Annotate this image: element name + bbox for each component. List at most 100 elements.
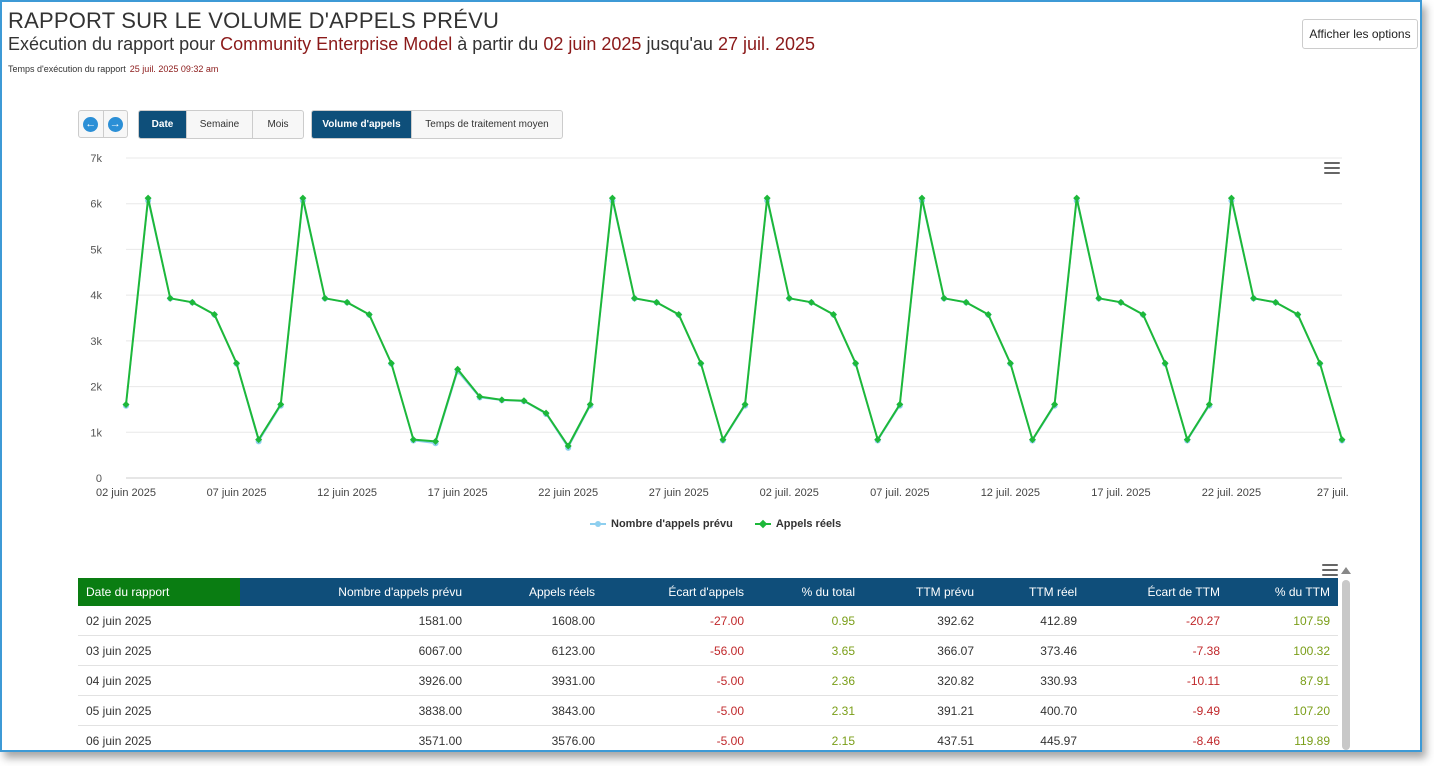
data-point-actual[interactable]: [387, 359, 395, 367]
data-point-actual[interactable]: [210, 311, 218, 319]
cell-percent-total: 2.31: [752, 695, 863, 726]
data-point-actual[interactable]: [1250, 294, 1258, 302]
x-tick-label: 17 juil. 2025: [1091, 487, 1150, 499]
data-point-actual[interactable]: [1073, 194, 1081, 202]
data-point-actual[interactable]: [144, 194, 152, 202]
data-point-actual[interactable]: [940, 294, 948, 302]
next-period-button[interactable]: →: [102, 111, 128, 137]
start-date: 02 juin 2025: [543, 34, 642, 54]
table-row[interactable]: 02 juin 2025 1581.00 1608.00 -27.00 0.95 392.…: [78, 606, 1338, 636]
data-point-actual[interactable]: [255, 436, 263, 444]
cell-call-variance: -56.00: [603, 635, 752, 666]
cell-ttm-forecast: 392.62: [863, 606, 982, 636]
data-point-actual[interactable]: [785, 294, 793, 302]
data-point-actual[interactable]: [608, 194, 616, 202]
data-point-actual[interactable]: [1117, 298, 1125, 306]
header-percent-total[interactable]: % du total: [752, 578, 863, 606]
data-point-actual[interactable]: [343, 298, 351, 306]
data-point-actual[interactable]: [409, 436, 417, 444]
data-point-actual[interactable]: [763, 194, 771, 202]
data-point-actual[interactable]: [1205, 400, 1213, 408]
cell-actual-calls: 6123.00: [470, 635, 603, 666]
tab-month[interactable]: Mois: [252, 111, 303, 138]
series-line-forecast[interactable]: [125, 200, 1343, 450]
data-point-actual[interactable]: [1006, 359, 1014, 367]
hamburger-menu-icon[interactable]: [1324, 162, 1340, 174]
data-point-actual[interactable]: [586, 400, 594, 408]
data-point-actual[interactable]: [542, 409, 550, 417]
data-point-actual[interactable]: [1183, 436, 1191, 444]
data-point-actual[interactable]: [874, 436, 882, 444]
legend-item-actual[interactable]: Appels réels: [754, 518, 841, 530]
table-scrollbar[interactable]: [1342, 580, 1350, 750]
data-point-actual[interactable]: [454, 365, 462, 373]
data-point-actual[interactable]: [1139, 311, 1147, 319]
data-point-actual[interactable]: [918, 194, 926, 202]
data-point-actual[interactable]: [520, 397, 528, 405]
data-point-actual[interactable]: [188, 298, 196, 306]
tab-average-handle-time[interactable]: Temps de traitement moyen: [411, 111, 562, 138]
table-row[interactable]: 03 juin 2025 6067.00 6123.00 -56.00 3.65 366.…: [78, 635, 1338, 666]
data-point-actual[interactable]: [697, 359, 705, 367]
header-call-variance[interactable]: Écart d'appels: [603, 578, 752, 606]
header-ttm-forecast[interactable]: TTM prévu: [863, 578, 982, 606]
data-point-actual[interactable]: [1272, 298, 1280, 306]
data-point-actual[interactable]: [233, 359, 241, 367]
prev-period-button[interactable]: ←: [79, 111, 103, 137]
data-point-actual[interactable]: [807, 298, 815, 306]
header-ttm-variance[interactable]: Écart de TTM: [1085, 578, 1228, 606]
series-line-actual[interactable]: [125, 197, 1343, 448]
data-point-actual[interactable]: [1161, 359, 1169, 367]
data-point-actual[interactable]: [1227, 194, 1235, 202]
data-point-actual[interactable]: [1316, 359, 1324, 367]
data-point-actual[interactable]: [122, 400, 130, 408]
data-point-actual[interactable]: [1028, 436, 1036, 444]
header-percent-ttm[interactable]: % du TTM: [1228, 578, 1338, 606]
cell-actual-calls: 3931.00: [470, 665, 603, 696]
data-point-actual[interactable]: [277, 400, 285, 408]
tab-call-volume[interactable]: Volume d'appels: [312, 111, 411, 138]
cell-ttm-actual: 373.46: [982, 635, 1085, 666]
y-tick-label: 0: [96, 473, 102, 485]
table-row[interactable]: 04 juin 2025 3926.00 3931.00 -5.00 2.36 320.8…: [78, 665, 1338, 696]
hamburger-menu-icon[interactable]: [1322, 564, 1338, 576]
cell-ttm-forecast: 366.07: [863, 635, 982, 666]
data-point-actual[interactable]: [719, 436, 727, 444]
table-row[interactable]: 05 juin 2025 3838.00 3843.00 -5.00 2.31 391.2…: [78, 695, 1338, 726]
header-report-date[interactable]: Date du rapport: [78, 578, 240, 606]
data-point-actual[interactable]: [896, 400, 904, 408]
data-point-actual[interactable]: [962, 298, 970, 306]
table-row[interactable]: 06 juin 2025 3571.00 3576.00 -5.00 2.15 437.5…: [78, 725, 1338, 750]
data-point-actual[interactable]: [675, 311, 683, 319]
y-tick-label: 2k: [90, 382, 102, 394]
data-point-actual[interactable]: [631, 294, 639, 302]
legend-item-forecast[interactable]: Nombre d'appels prévu: [590, 518, 733, 530]
data-point-actual[interactable]: [365, 311, 373, 319]
tab-date[interactable]: Date: [139, 111, 186, 138]
data-point-actual[interactable]: [166, 294, 174, 302]
data-point-actual[interactable]: [741, 400, 749, 408]
header-forecast-calls[interactable]: Nombre d'appels prévu: [240, 578, 470, 606]
data-point-actual[interactable]: [1294, 311, 1302, 319]
data-point-actual[interactable]: [299, 194, 307, 202]
data-point-actual[interactable]: [984, 311, 992, 319]
header-ttm-actual[interactable]: TTM réel: [982, 578, 1085, 606]
cell-percent-total: 2.15: [752, 725, 863, 750]
data-point-actual[interactable]: [852, 359, 860, 367]
data-point-actual[interactable]: [1338, 436, 1346, 444]
data-point-actual[interactable]: [432, 437, 440, 445]
data-point-actual[interactable]: [653, 298, 661, 306]
caret-up-icon[interactable]: [1341, 567, 1351, 574]
data-point-actual[interactable]: [829, 311, 837, 319]
data-point-actual[interactable]: [1095, 294, 1103, 302]
tab-week[interactable]: Semaine: [186, 111, 252, 138]
show-options-button[interactable]: Afficher les options: [1302, 19, 1418, 49]
legend-forecast-label: Nombre d'appels prévu: [611, 518, 733, 530]
report-window: RAPPORT SUR LE VOLUME D'APPELS PRÉVU Exé…: [0, 0, 1422, 752]
data-point-actual[interactable]: [564, 442, 572, 450]
data-point-actual[interactable]: [321, 294, 329, 302]
data-point-actual[interactable]: [1051, 400, 1059, 408]
header-actual-calls[interactable]: Appels réels: [470, 578, 603, 606]
data-point-actual[interactable]: [498, 396, 506, 404]
data-point-actual[interactable]: [476, 393, 484, 401]
